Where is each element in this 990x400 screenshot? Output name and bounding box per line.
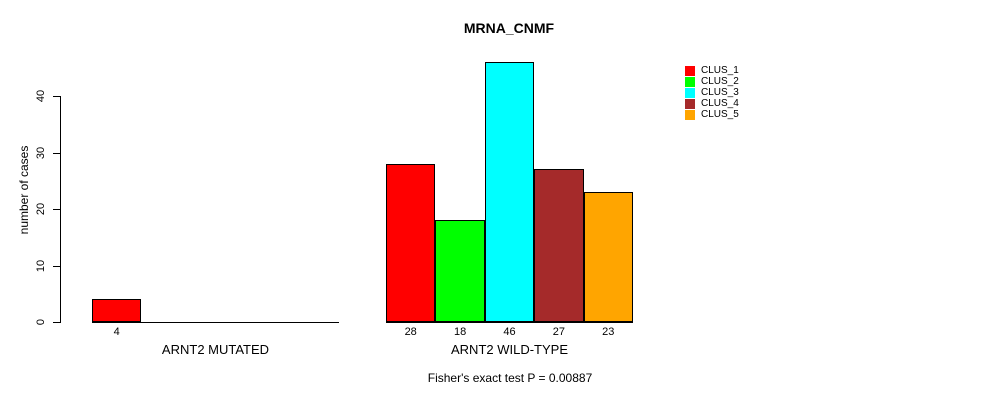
stat-annotation: Fisher's exact test P = 0.00887 bbox=[427, 371, 593, 385]
x-axis-baseline bbox=[92, 322, 339, 323]
legend-label: CLUS_3 bbox=[701, 87, 739, 98]
bar-clus_1-group1 bbox=[92, 299, 142, 322]
y-axis-tick bbox=[53, 266, 60, 267]
bar-value-label: 18 bbox=[453, 326, 467, 338]
y-axis-tick bbox=[53, 153, 60, 154]
group-label: ARNT2 WILD-TYPE bbox=[450, 342, 569, 357]
bar-clus_1-group2 bbox=[386, 163, 436, 322]
legend-swatch bbox=[685, 65, 695, 76]
legend-swatch bbox=[685, 98, 695, 109]
y-axis-tick bbox=[53, 322, 60, 323]
legend-swatch bbox=[685, 87, 695, 98]
legend: CLUS_1 CLUS_2 CLUS_3 CLUS_4 CLUS_5 bbox=[685, 65, 739, 120]
bar-clus_4-group2 bbox=[534, 169, 584, 322]
bar-value-label: 27 bbox=[552, 326, 566, 338]
bar-value-label: 46 bbox=[503, 326, 516, 338]
y-axis-tick bbox=[53, 96, 60, 97]
bar-value-label: 28 bbox=[404, 326, 417, 338]
legend-item: CLUS_1 bbox=[685, 65, 739, 76]
bar-clus_3-group2 bbox=[484, 62, 535, 322]
y-axis-tick-label: 20 bbox=[35, 202, 47, 216]
legend-label: CLUS_5 bbox=[701, 109, 739, 120]
y-axis-tick bbox=[53, 209, 60, 210]
bar-clus_5-group2 bbox=[583, 192, 633, 322]
y-axis-tick-label: 10 bbox=[35, 259, 47, 273]
legend-label: CLUS_1 bbox=[701, 65, 739, 76]
legend-swatch bbox=[685, 109, 695, 120]
y-axis-line bbox=[60, 96, 61, 323]
chart-title: MRNA_CNMF bbox=[463, 20, 555, 36]
legend-swatch bbox=[685, 76, 695, 87]
y-axis-tick-label: 40 bbox=[35, 89, 47, 103]
bar-clus_2-group2 bbox=[435, 220, 485, 322]
y-axis-tick-label: 0 bbox=[35, 318, 47, 326]
bar-value-label: 4 bbox=[113, 326, 120, 338]
legend-label: CLUS_2 bbox=[701, 76, 739, 87]
legend-item: CLUS_5 bbox=[685, 109, 739, 120]
legend-item: CLUS_2 bbox=[685, 76, 739, 87]
bar-value-label: 23 bbox=[602, 326, 615, 338]
x-axis-baseline bbox=[386, 322, 633, 323]
y-axis-tick-label: 30 bbox=[35, 146, 47, 160]
legend-label: CLUS_4 bbox=[701, 98, 739, 109]
legend-item: CLUS_4 bbox=[685, 98, 739, 109]
legend-item: CLUS_3 bbox=[685, 87, 739, 98]
group-label: ARNT2 MUTATED bbox=[161, 342, 270, 357]
